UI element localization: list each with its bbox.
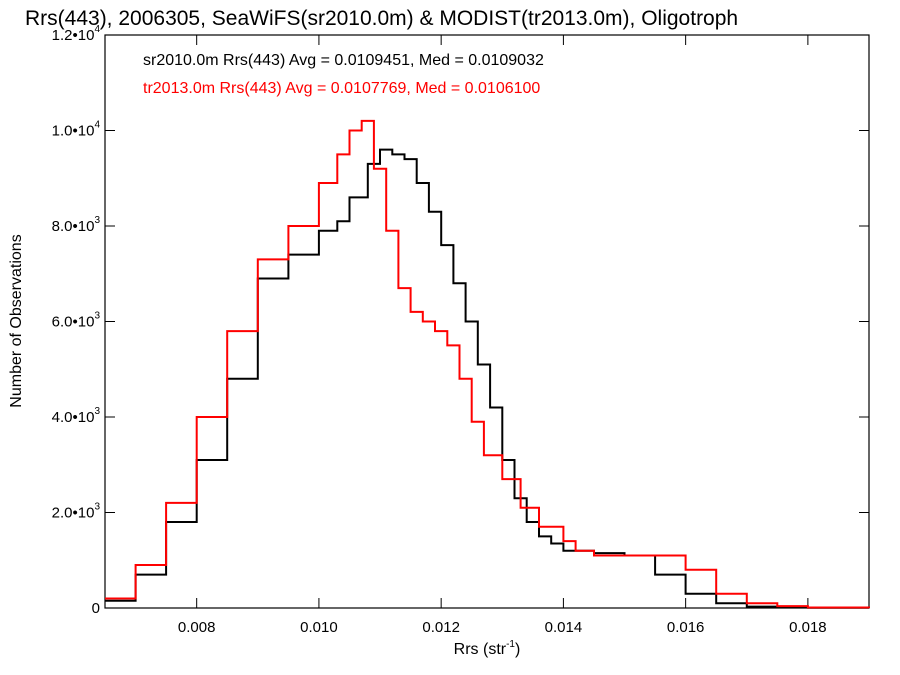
x-axis-ticks: 0.008 0.010 0.012 0.014 0.016 0.018 (178, 35, 827, 636)
y-tick-exponent: 3 (94, 311, 100, 322)
x-tick-label: 0.012 (422, 619, 460, 636)
x-axis-label-text: Rrs (str (454, 641, 507, 658)
x-tick-label: 0.016 (667, 619, 705, 636)
y-axis-ticks: 02.0•1034.0•1036.0•1038.0•1031.0•1041.2•… (52, 24, 869, 617)
legend-entry-2: tr2013.0m Rrs(443) Avg = 0.0107769, Med … (143, 80, 540, 97)
y-tick-exponent: 3 (94, 406, 100, 417)
series-line-1 (105, 148, 870, 609)
series-line-2 (105, 119, 870, 609)
y-tick-label: 8.0•103 (52, 215, 101, 235)
y-tick-label: 0 (92, 600, 100, 617)
y-tick-exponent: 4 (94, 120, 100, 131)
x-tick-label: 0.008 (178, 619, 216, 636)
y-tick-mantissa: 0 (92, 600, 100, 617)
chart-title: Rrs(443), 2006305, SeaWiFS(sr2010.0m) & … (25, 7, 738, 30)
x-axis-label: Rrs (str-1) (454, 639, 521, 658)
y-tick-mantissa: 4.0•10 (52, 409, 95, 426)
series-lines (105, 119, 870, 609)
x-tick-label: 0.010 (300, 619, 338, 636)
y-tick-label: 1.0•104 (52, 120, 101, 140)
y-tick-exponent: 3 (94, 215, 100, 226)
x-axis-label-end: ) (515, 641, 520, 658)
y-tick-label: 2.0•103 (52, 502, 101, 522)
y-tick-mantissa: 2.0•10 (52, 505, 95, 522)
y-tick-mantissa: 1.0•10 (52, 123, 95, 140)
y-tick-mantissa: 6.0•10 (52, 314, 95, 331)
y-tick-label: 6.0•103 (52, 311, 101, 331)
y-tick-exponent: 4 (94, 24, 100, 35)
plot-frame (104, 34, 870, 609)
x-tick-label: 0.018 (789, 619, 827, 636)
legend: sr2010.0m Rrs(443) Avg = 0.0109451, Med … (143, 52, 544, 97)
y-axis-label: Number of Observations (8, 234, 25, 407)
y-tick-label: 4.0•103 (52, 406, 101, 426)
plot-border (104, 34, 870, 609)
y-tick-mantissa: 1.2•10 (52, 27, 95, 44)
y-tick-mantissa: 8.0•10 (52, 218, 95, 235)
y-tick-label: 1.2•104 (52, 24, 101, 44)
legend-entry-1: sr2010.0m Rrs(443) Avg = 0.0109451, Med … (143, 52, 544, 69)
x-tick-label: 0.014 (545, 619, 583, 636)
x-axis-label-sup: -1 (506, 639, 515, 650)
y-tick-exponent: 3 (94, 502, 100, 513)
